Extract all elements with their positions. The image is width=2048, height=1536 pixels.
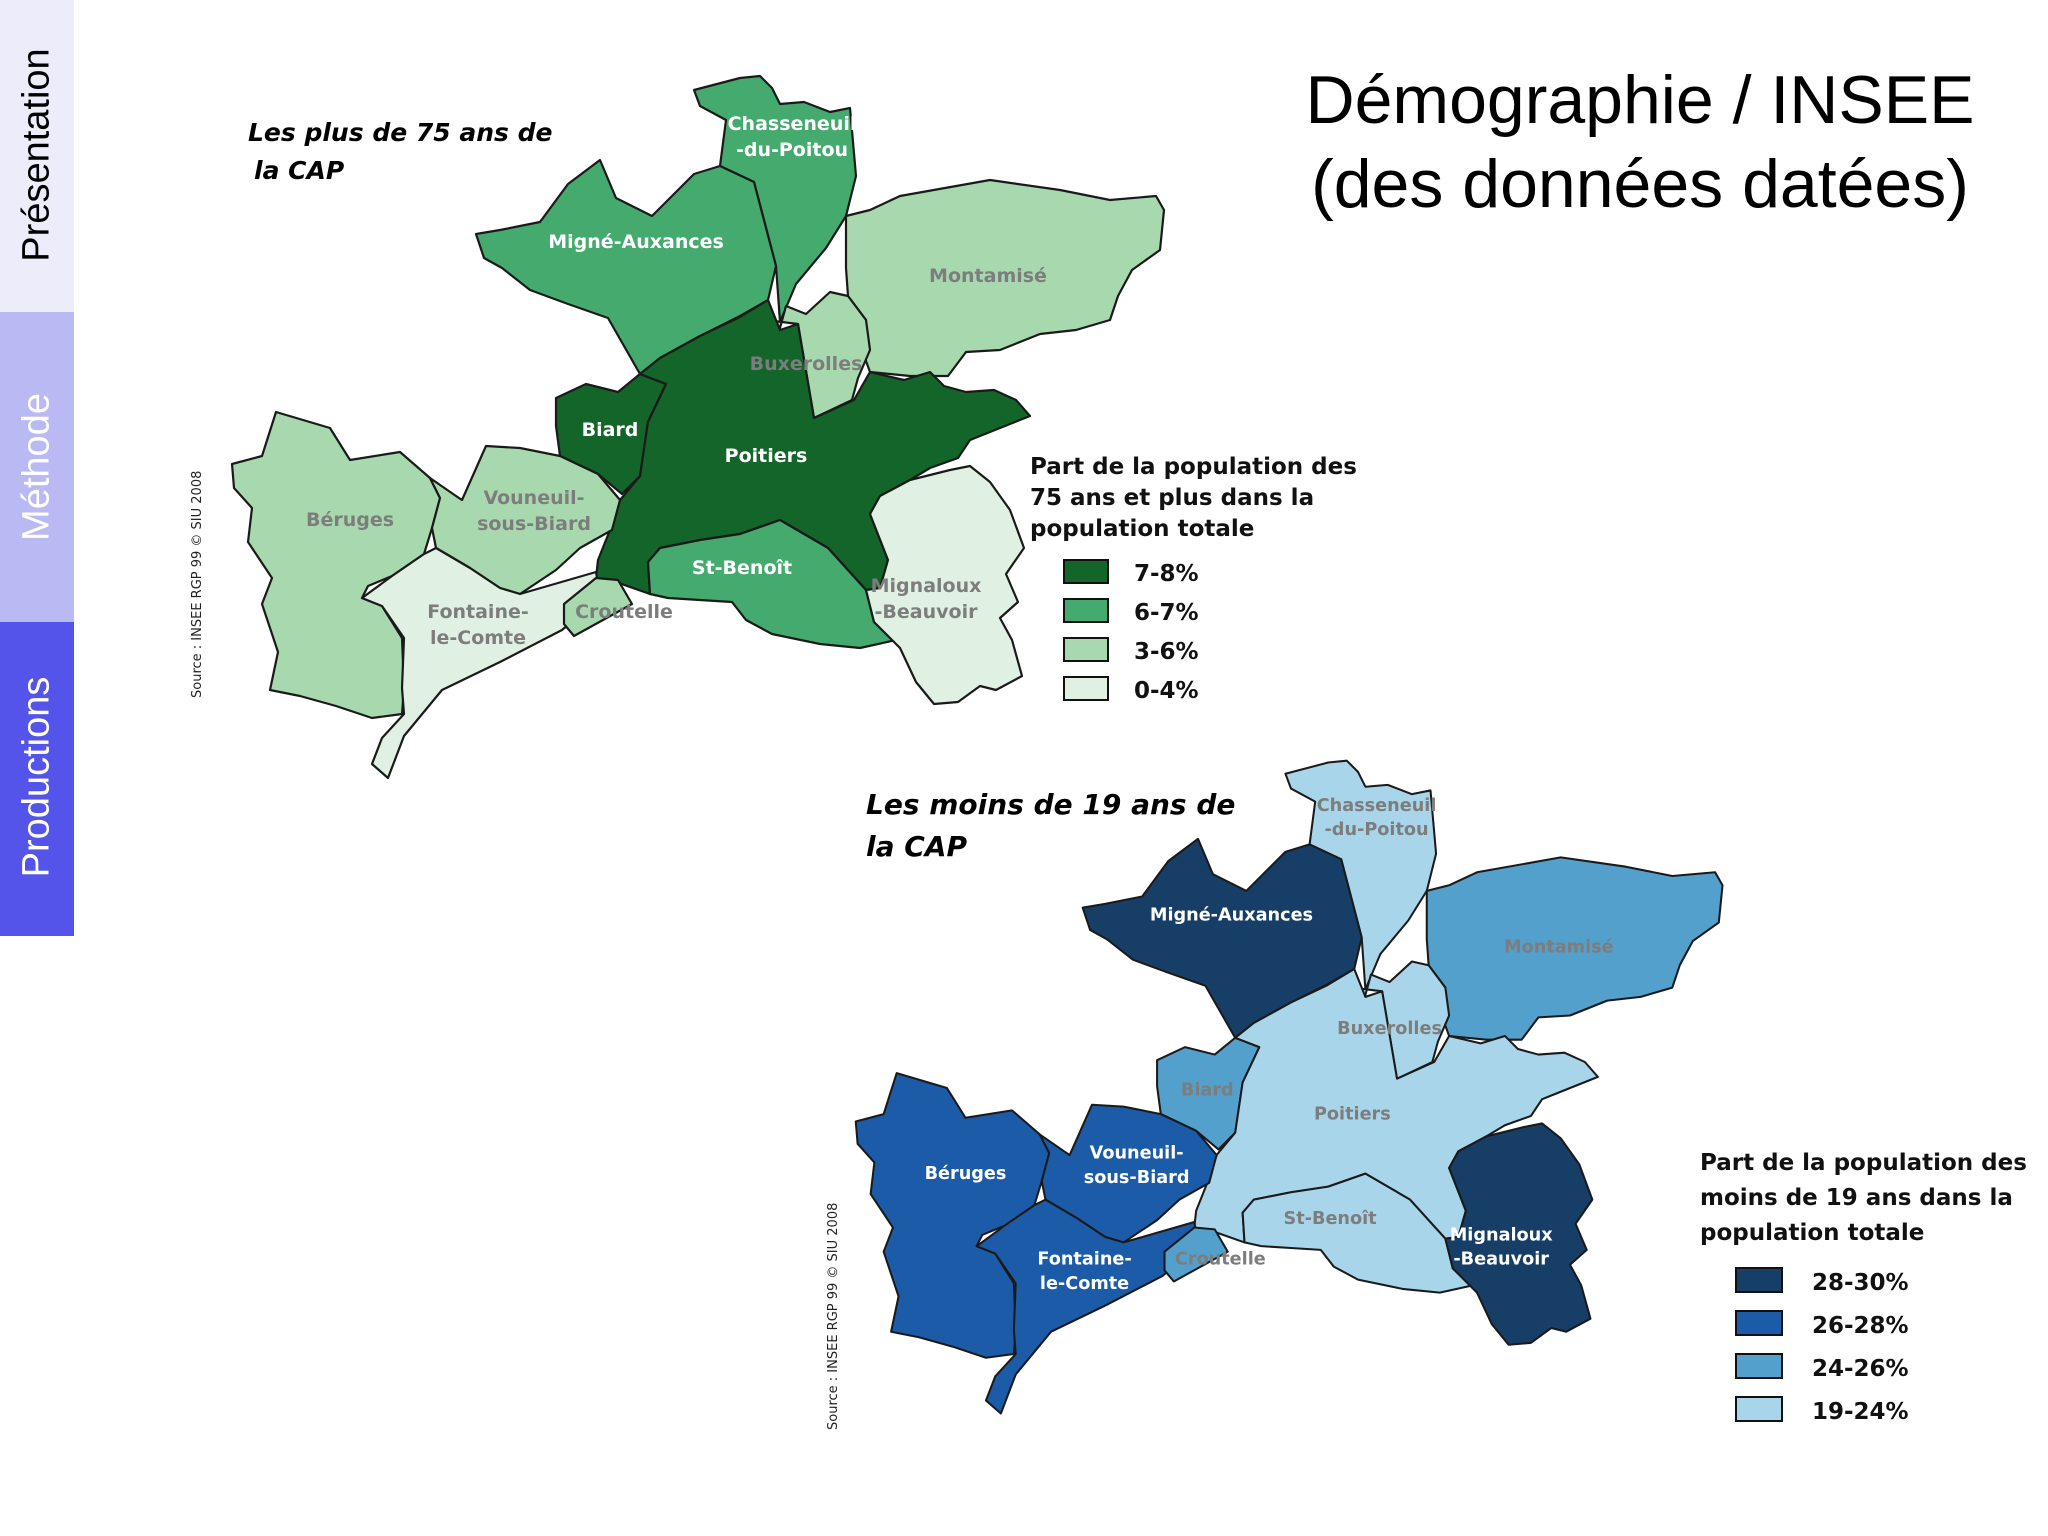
map-over75-title: Les plus de 75 ans de la CAP <box>248 114 552 190</box>
commune-label: Vouneuil-sous-Biard <box>477 487 591 535</box>
commune-label: Vouneuil-sous-Biard <box>1084 1144 1190 1188</box>
map-under19: Chasseneuil -du-Poitou Migné-Auxances Monta… <box>854 759 2027 1425</box>
legend-swatch <box>1063 676 1109 701</box>
commune-fontaine-le-comte[interactable] <box>360 546 602 780</box>
page-title-line1: Démographie / INSEE <box>1305 62 1975 138</box>
legend-item-label: 28-30% <box>1812 1270 1909 1296</box>
legend-title-line: population totale <box>1030 516 1254 542</box>
commune-croutelle[interactable] <box>562 576 634 638</box>
commune-label: Mignaloux -Beauvoir <box>1450 1226 1553 1270</box>
legend-swatch <box>1735 1310 1783 1336</box>
legend-swatch <box>1735 1353 1783 1379</box>
commune-label: Croutelle <box>1175 1250 1266 1270</box>
page-title-line2: (des données datées) <box>1311 146 1969 222</box>
commune-label: Béruges <box>925 1164 1007 1184</box>
legend-item-label: 26-28% <box>1812 1313 1909 1339</box>
legend-swatch <box>1735 1396 1783 1422</box>
commune-label: Poitiers <box>1314 1105 1391 1125</box>
commune-label: Chasseneuil -du-Poitou <box>1317 796 1437 840</box>
commune-label: Migné-Auxances <box>548 231 724 253</box>
map-under19-title-line1: Les moins de 19 ans de <box>866 788 1236 821</box>
legend-title-line: Part de la population des <box>1030 454 1357 480</box>
commune-fontaine-le-comte[interactable] <box>975 1198 1200 1415</box>
commune-label: St-Benoît <box>692 557 792 579</box>
commune-label: Buxerolles <box>750 353 863 375</box>
commune-migné-auxances[interactable] <box>1081 837 1363 1039</box>
legend-swatch <box>1063 598 1109 623</box>
map-under19-communes: Chasseneuil -du-Poitou Migné-Auxances Monta… <box>854 759 1724 1415</box>
map-under19-title: Les moins de 19 ans de la CAP <box>866 784 1235 868</box>
side-navigation: Présentation Méthode Productions <box>0 0 74 936</box>
commune-st-benoît[interactable] <box>646 518 898 650</box>
commune-label: Poitiers <box>725 445 808 467</box>
legend-title-line: population totale <box>1700 1220 1924 1246</box>
legend-title-line: moins de 19 ans dans la <box>1700 1185 2013 1211</box>
legend-swatch <box>1735 1267 1783 1293</box>
map-over75-communes: Chasseneuil -du-Poitou Migné-Auxances Monta… <box>230 74 1166 780</box>
tab-presentation[interactable]: Présentation <box>0 0 74 312</box>
commune-label: Mignaloux -Beauvoir <box>871 575 982 623</box>
legend-title-line: Part de la population des <box>1700 1150 2027 1176</box>
commune-label: Croutelle <box>575 601 673 623</box>
commune-label: Biard <box>1181 1080 1234 1100</box>
commune-label: Migné-Auxances <box>1150 906 1313 926</box>
commune-label: Béruges <box>306 509 394 531</box>
legend-title-line: 75 ans et plus dans la <box>1030 485 1314 511</box>
legend-swatch <box>1063 559 1109 584</box>
legend-item-label: 3-6% <box>1134 639 1199 665</box>
legend-item-label: 24-26% <box>1812 1356 1909 1382</box>
commune-vouneuil-sous-biard[interactable] <box>428 444 622 596</box>
map-over75-title-line1: Les plus de 75 ans de <box>248 118 553 147</box>
commune-label: Montamisé <box>1504 937 1614 957</box>
commune-croutelle[interactable] <box>1163 1226 1229 1283</box>
legend-item-label: 6-7% <box>1134 600 1199 626</box>
commune-label: Buxerolles <box>1337 1019 1442 1039</box>
map-over75-title-line2: la CAP <box>254 156 345 185</box>
page-title: Démographie / INSEE (des données datées) <box>1240 58 2040 226</box>
commune-label: Montamisé <box>929 265 1047 287</box>
map-over75: Chasseneuil -du-Poitou Migné-Auxances Monta… <box>230 74 1357 780</box>
legend-item-label: 19-24% <box>1812 1399 1909 1425</box>
commune-vouneuil-sous-biard[interactable] <box>1038 1103 1218 1244</box>
legend-item-label: 7-8% <box>1134 561 1199 587</box>
map-under19-title-line2: la CAP <box>866 830 967 863</box>
legend-item-label: 0-4% <box>1134 678 1199 704</box>
commune-label: Chasseneuil -du-Poitou <box>728 113 857 161</box>
commune-label: Biard <box>582 419 639 441</box>
tab-methode[interactable]: Méthode <box>0 312 74 622</box>
legend-swatch <box>1063 637 1109 662</box>
commune-mignaloux-beauvoir[interactable] <box>1444 1122 1594 1346</box>
commune-label: Fontaine-le-Comte <box>427 601 529 649</box>
commune-mignaloux-beauvoir[interactable] <box>864 464 1026 706</box>
tab-productions[interactable]: Productions <box>0 622 74 936</box>
commune-label: St-Benoît <box>1284 1209 1378 1229</box>
commune-label: Fontaine-le-Comte <box>1037 1250 1131 1294</box>
commune-st-benoît[interactable] <box>1241 1172 1475 1294</box>
commune-migné-auxances[interactable] <box>474 158 778 376</box>
